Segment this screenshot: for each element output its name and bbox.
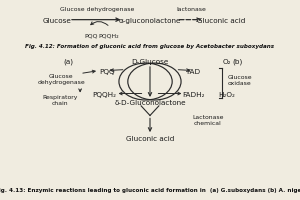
Text: (a): (a) xyxy=(63,58,73,65)
Text: H₂O₂: H₂O₂ xyxy=(218,91,235,97)
Text: PQQ: PQQ xyxy=(99,68,115,74)
Text: Gluconic acid: Gluconic acid xyxy=(126,136,174,142)
Text: PQQ: PQQ xyxy=(85,33,98,38)
Text: Fig. 4.12: Formation of gluconic acid from glucose by Acetobacter suboxydans: Fig. 4.12: Formation of gluconic acid fr… xyxy=(26,44,275,49)
Text: PQQH₂: PQQH₂ xyxy=(99,33,119,38)
Text: Glucose dehydrogenase: Glucose dehydrogenase xyxy=(60,7,134,12)
Text: Lactonase
chemical: Lactonase chemical xyxy=(192,114,224,125)
Text: FADH₂: FADH₂ xyxy=(182,91,205,97)
Text: Glucose: Glucose xyxy=(42,18,71,24)
Text: Glucose
dehydrogenase: Glucose dehydrogenase xyxy=(38,74,85,85)
Text: lactonase: lactonase xyxy=(176,7,206,12)
Text: FAD: FAD xyxy=(186,68,200,74)
Text: α-gluconolactone: α-gluconolactone xyxy=(119,18,181,24)
Text: O₂: O₂ xyxy=(222,58,231,64)
Text: Glucose
oxidase: Glucose oxidase xyxy=(227,75,252,86)
Text: Gluconic acid: Gluconic acid xyxy=(197,18,245,24)
Text: D-Glucose: D-Glucose xyxy=(131,58,169,64)
Text: (b): (b) xyxy=(232,58,243,65)
Text: Respiratory
chain: Respiratory chain xyxy=(43,95,78,105)
Text: PQQH₂: PQQH₂ xyxy=(92,91,116,97)
Text: δ-D-Gluconolactone: δ-D-Gluconolactone xyxy=(114,100,186,106)
Text: Fig. 4.13: Enzymic reactions leading to gluconic acid formation in  (a) G.suboxy: Fig. 4.13: Enzymic reactions leading to … xyxy=(0,187,300,192)
